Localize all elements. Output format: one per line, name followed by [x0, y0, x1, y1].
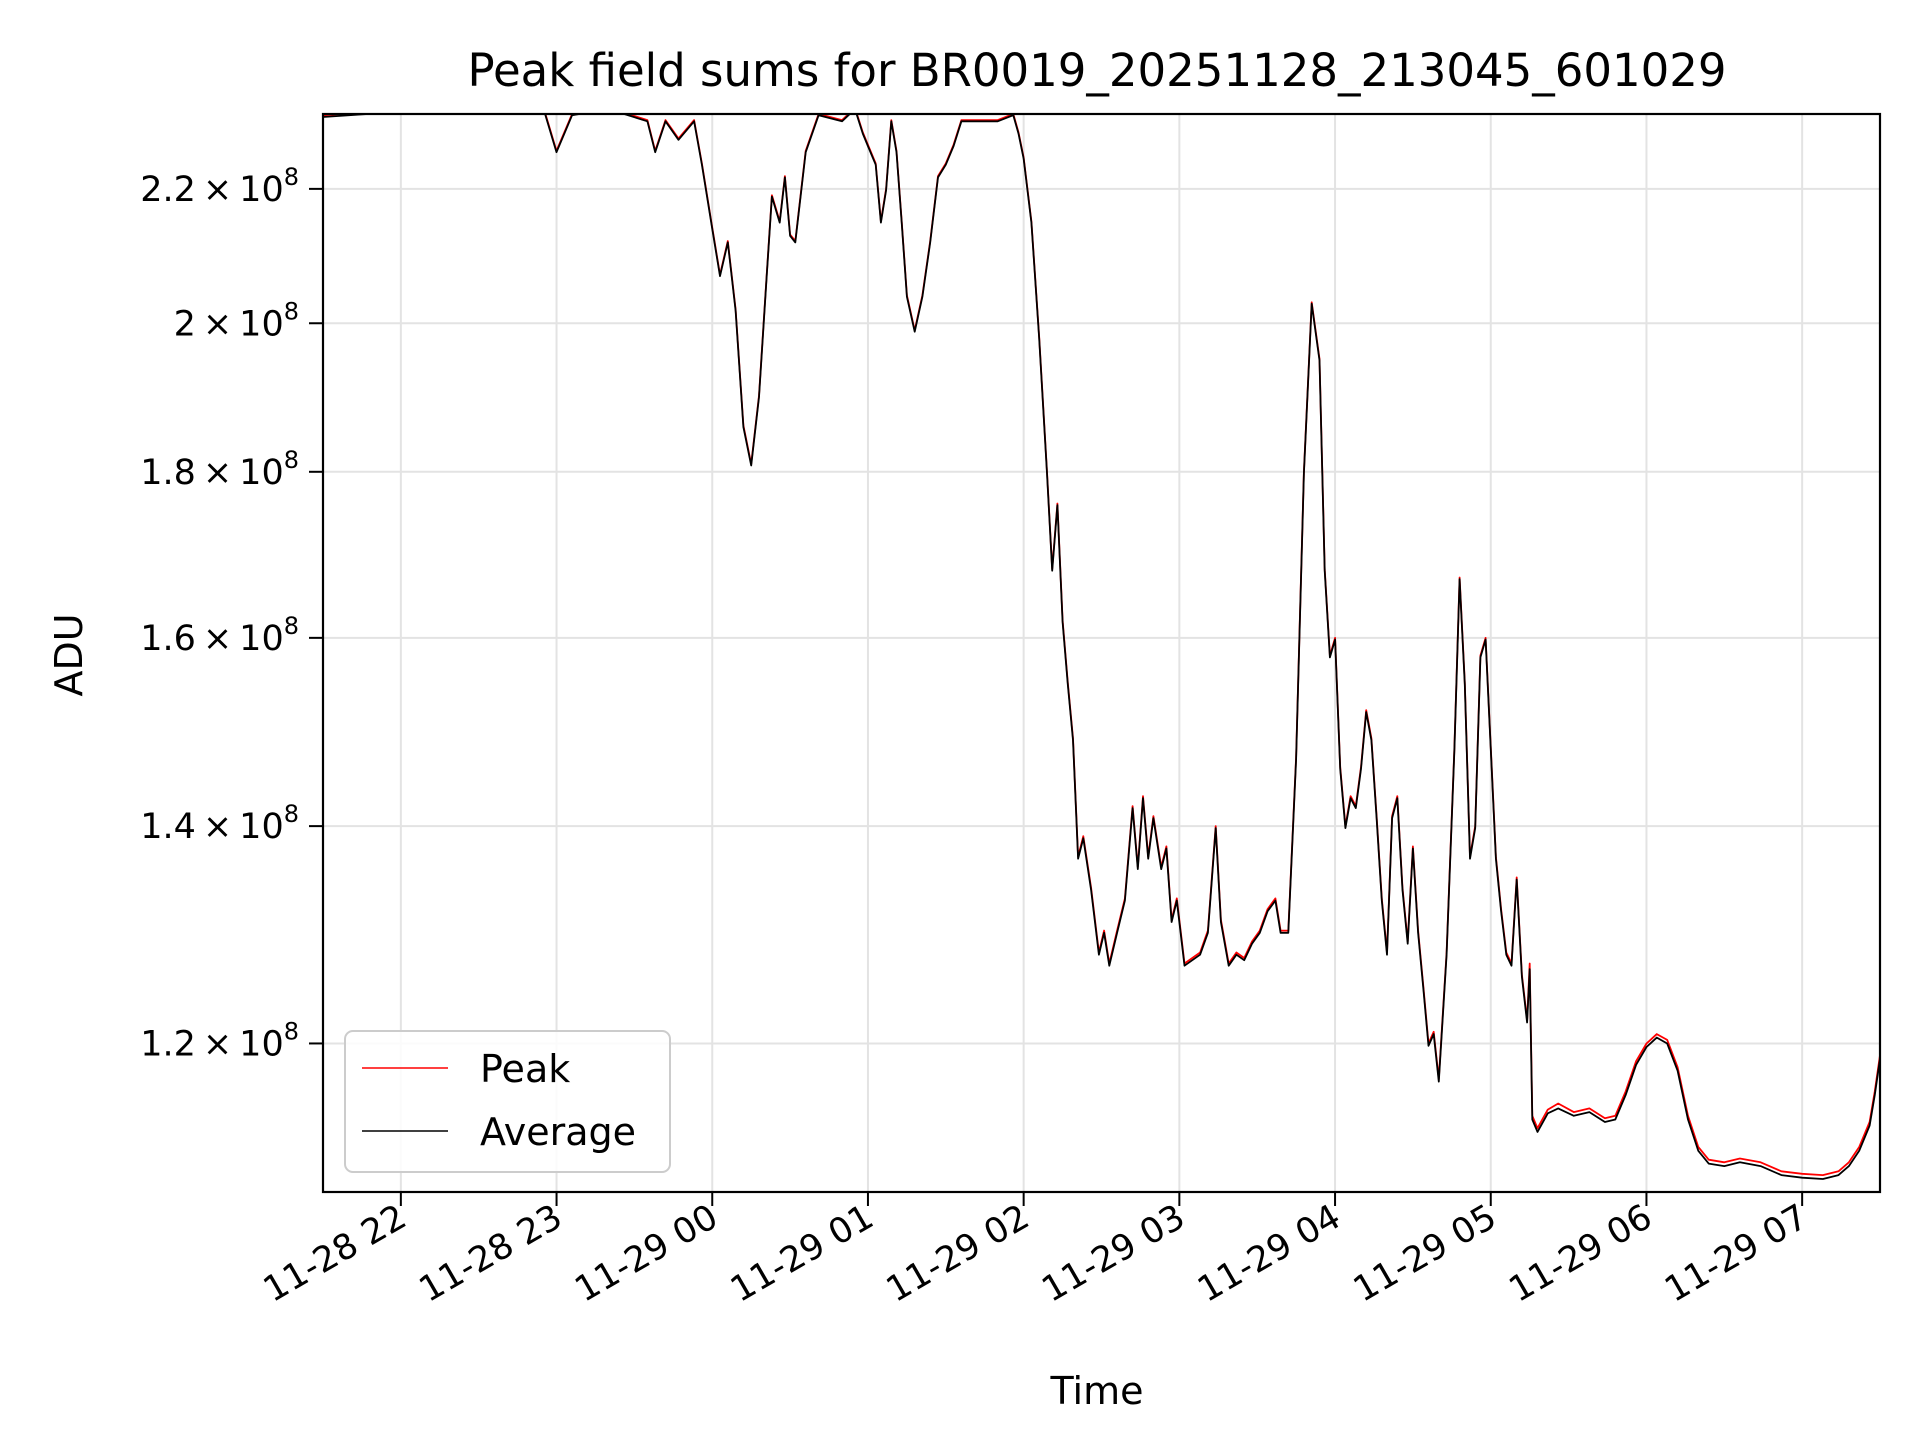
- y-tick-label: 2.2 × 108: [140, 163, 299, 210]
- legend-peak-label: Peak: [480, 1047, 570, 1091]
- plot-frame: [321, 112, 1882, 1194]
- y-tick-label: 1.8 × 108: [140, 446, 299, 493]
- y-tick-exponent: 8: [284, 297, 299, 325]
- y-tick-mantissa: 1.8: [140, 453, 196, 493]
- x-axis-label: Time: [1050, 1369, 1144, 1413]
- legend-average-label: Average: [480, 1110, 636, 1154]
- grid-lines: [323, 114, 1880, 1192]
- y-tick-exponent: 8: [284, 163, 299, 191]
- chart-title: Peak field sums for BR0019_20251128_2130…: [467, 44, 1726, 97]
- y-axis-label: ADU: [47, 613, 91, 696]
- y-tick-mantissa: 1.6: [140, 619, 196, 659]
- y-tick-exponent: 8: [284, 1017, 299, 1045]
- y-tick-exponent: 8: [284, 800, 299, 828]
- y-tick-times: × 10: [196, 304, 284, 344]
- y-tick-mantissa: 1.4: [140, 807, 196, 847]
- legend: Peak Average: [344, 1030, 671, 1173]
- series-line-average: [323, 114, 1880, 1180]
- plot-series: [323, 114, 1880, 1180]
- y-tick-exponent: 8: [284, 446, 299, 474]
- y-tick-times: × 10: [196, 453, 284, 493]
- y-tick-mantissa: 2: [174, 304, 196, 344]
- y-tick-label: 1.2 × 108: [140, 1017, 299, 1064]
- y-tick-label: 2 × 108: [174, 297, 299, 344]
- y-tick-mantissa: 1.2: [140, 1024, 196, 1064]
- y-tick-label: 1.6 × 108: [140, 612, 299, 659]
- y-tick-times: × 10: [196, 170, 284, 210]
- y-tick-times: × 10: [196, 807, 284, 847]
- y-tick-exponent: 8: [284, 612, 299, 640]
- y-tick-label: 1.4 × 108: [140, 800, 299, 847]
- series-line-peak: [323, 114, 1880, 1176]
- y-tick-mantissa: 2.2: [140, 170, 196, 210]
- y-tick-times: × 10: [196, 619, 284, 659]
- legend-box: [344, 1030, 671, 1173]
- y-tick-times: × 10: [196, 1024, 284, 1064]
